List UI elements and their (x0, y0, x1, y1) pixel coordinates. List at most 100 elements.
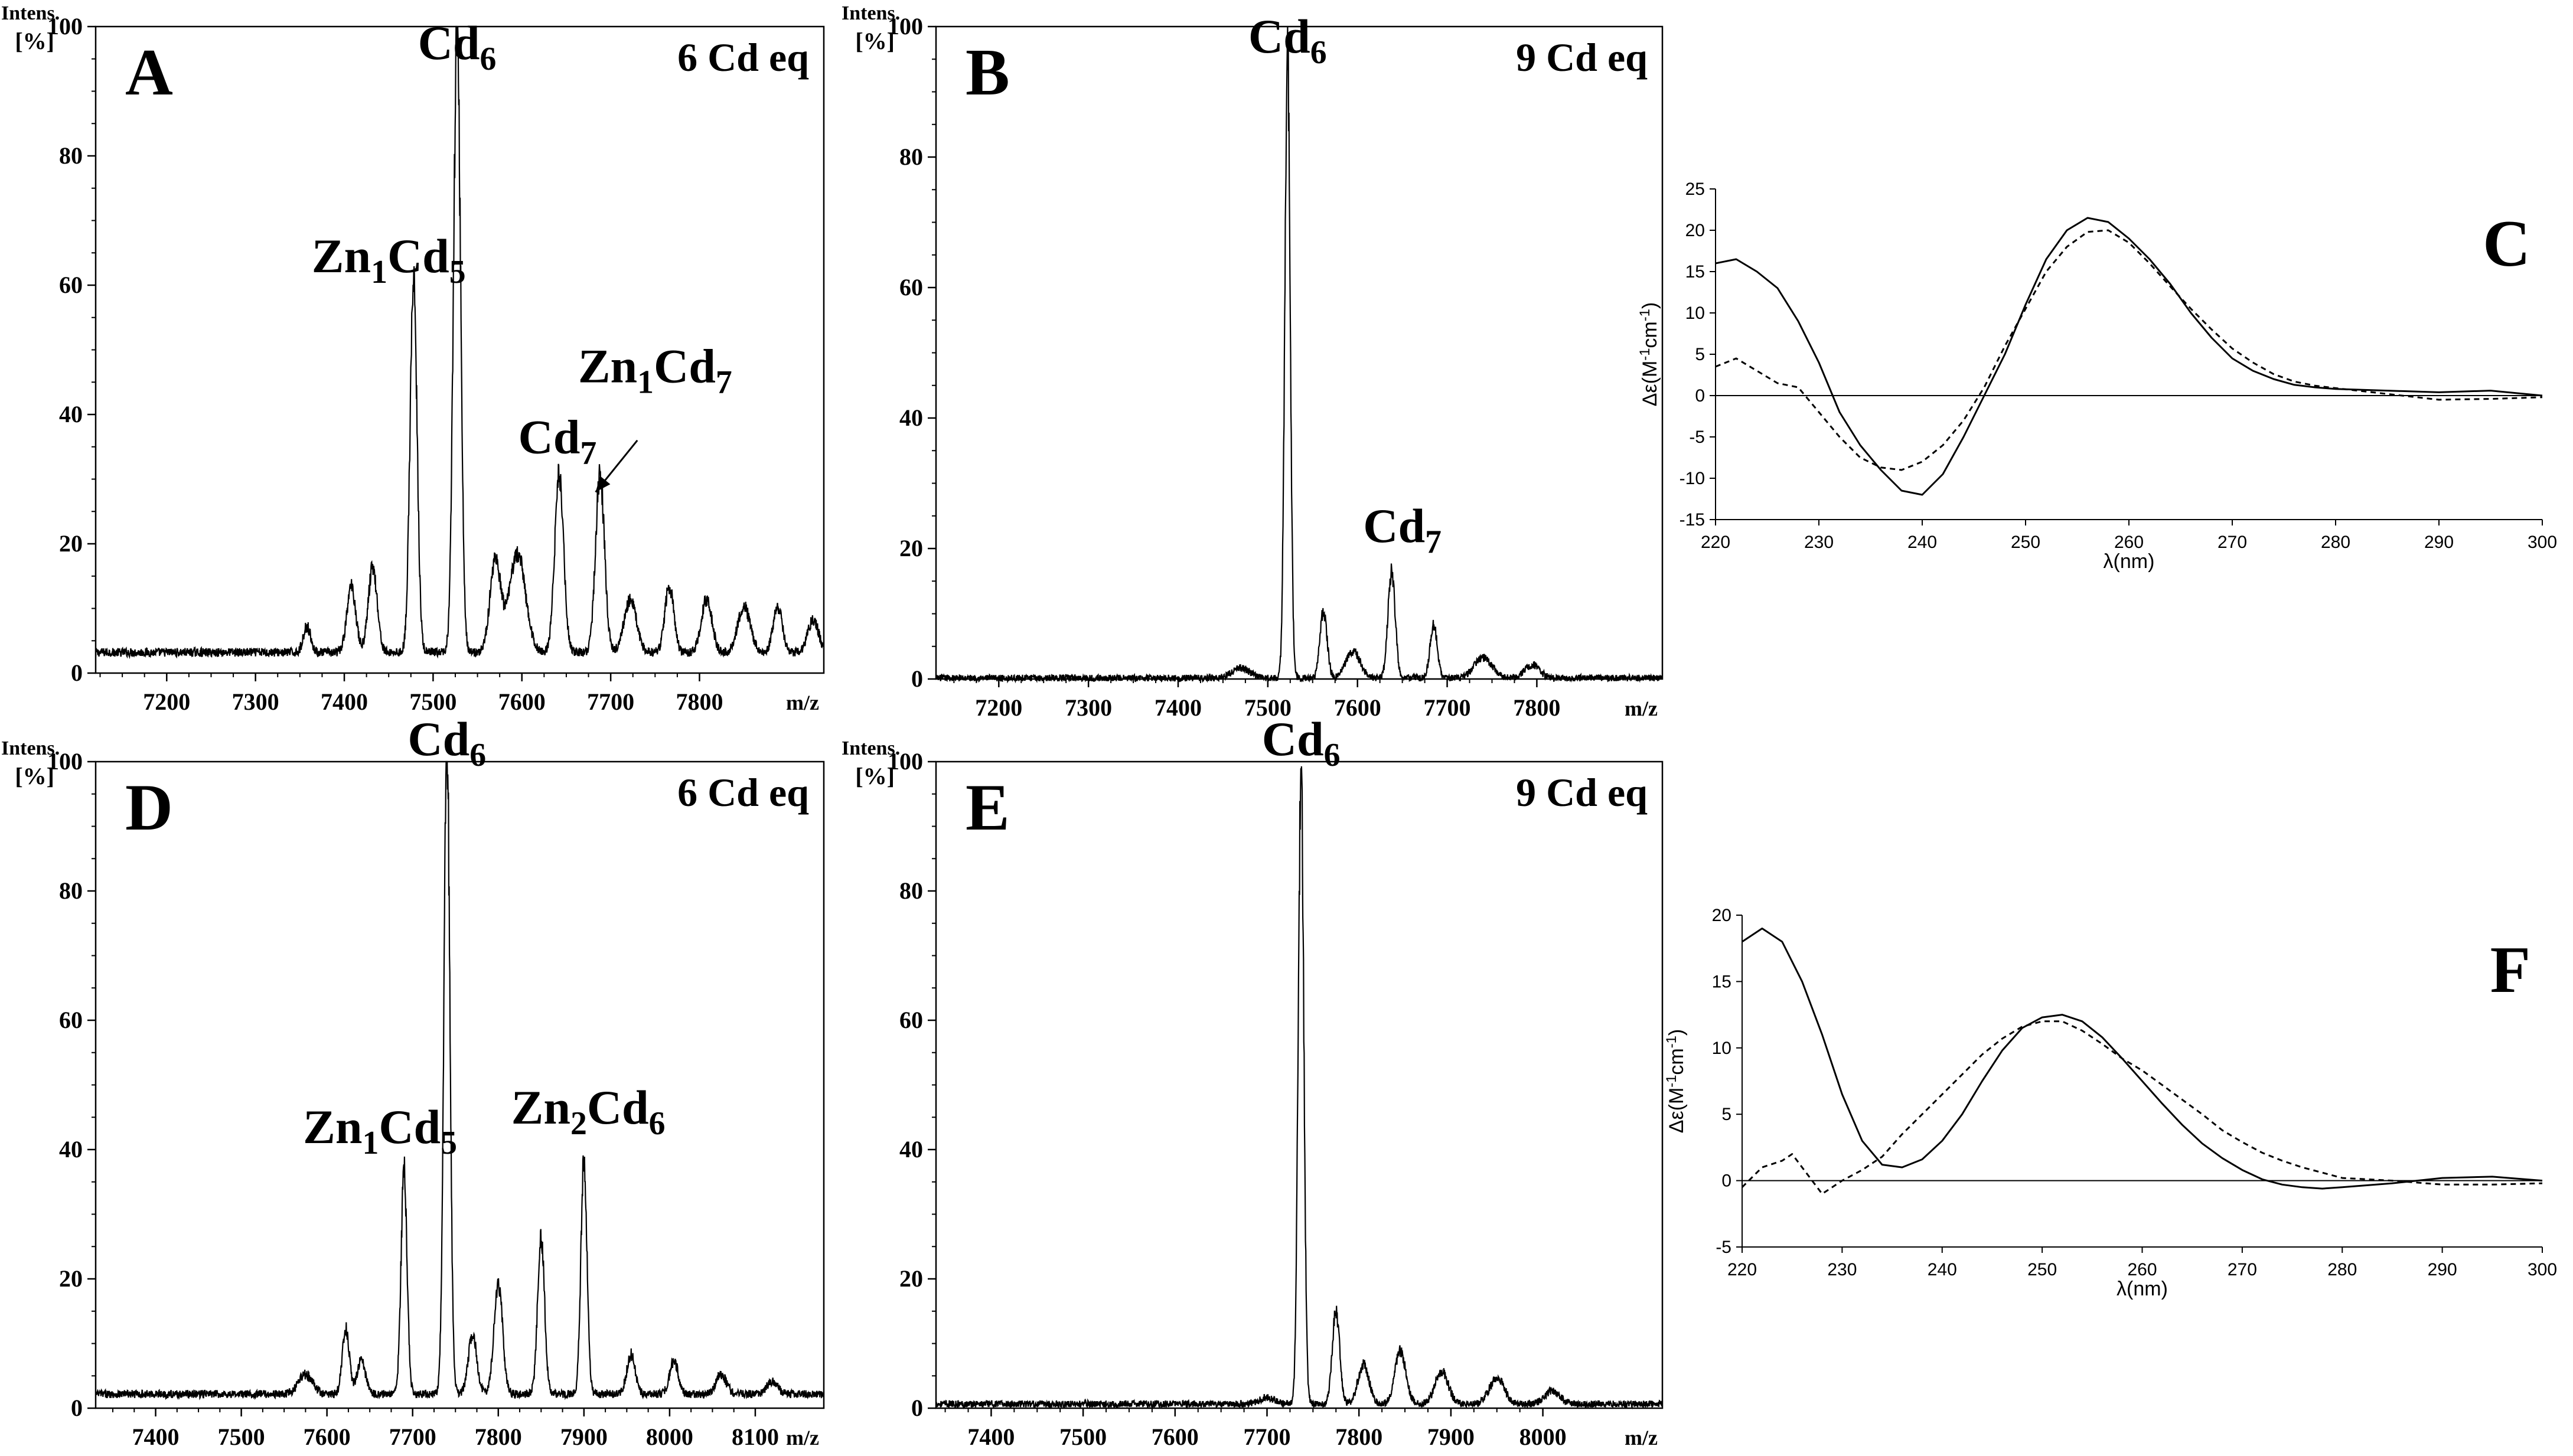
x-axis-label: m/z (1625, 1426, 1658, 1450)
y-tick-label: 0 (71, 660, 83, 686)
x-tick-label: 7700 (1244, 1424, 1291, 1450)
condition-label: 9 Cd eq (1516, 770, 1648, 815)
x-tick-label: 240 (1928, 1260, 1957, 1279)
x-tick-label: 7200 (975, 694, 1022, 721)
x-tick-label: 8100 (732, 1424, 779, 1450)
species-label: Cd7 (518, 410, 597, 472)
species-label: Zn1Cd7 (578, 339, 732, 400)
panel-letter: E (966, 771, 1010, 844)
species-label: Cd6 (418, 16, 497, 77)
x-axis-label: λ(nm) (2104, 550, 2155, 573)
y-tick-label: 20 (59, 530, 83, 557)
panel-letter: D (125, 771, 173, 844)
y-tick-label: 20 (899, 1265, 923, 1292)
panel-letter: A (125, 36, 173, 109)
y-axis-label-top: Intens. (1, 737, 60, 759)
panel-c: -15 -10 -5 0 5 10 15 20 25 220 230 240 250 260 270 280 2… (1637, 179, 2557, 573)
x-tick-label: 7700 (587, 688, 634, 715)
x-tick-label: 7400 (132, 1424, 180, 1450)
y-axis-label-top: Intens. (842, 737, 900, 759)
y-tick-label: 20 (1712, 906, 1731, 925)
cd-series-dashed (1741, 1020, 2543, 1195)
y-tick-label: 5 (1695, 345, 1705, 364)
y-tick-label: 40 (899, 404, 923, 431)
y-tick-label: 15 (1712, 972, 1731, 991)
y-tick-label: 20 (1685, 221, 1705, 240)
x-axis-label: m/z (1625, 697, 1658, 720)
panel-a: 0 20 40 60 80 100 7200 7300 7400 7500 7600 7700 7800… (1, 2, 825, 715)
species-label: Zn1Cd5 (312, 229, 466, 290)
y-tick-label: 80 (59, 877, 83, 904)
y-tick-label: 0 (1721, 1171, 1731, 1191)
x-tick-label: 250 (2011, 533, 2040, 552)
x-axis-label: m/z (786, 1426, 819, 1450)
x-tick-label: 7500 (1059, 1424, 1107, 1450)
y-tick-label: 100 (888, 748, 923, 775)
cd-series-dashed (1715, 229, 2543, 471)
x-tick-label: 8000 (1519, 1424, 1567, 1450)
x-tick-label: 220 (1727, 1260, 1757, 1279)
x-tick-label: 7500 (409, 688, 456, 715)
species-label: Cd6 (407, 712, 486, 773)
panel-letter: B (966, 36, 1010, 109)
condition-label: 6 Cd eq (677, 770, 809, 815)
x-axis-label: m/z (786, 691, 819, 714)
x-tick-label: 7400 (321, 688, 368, 715)
y-tick-label: 25 (1685, 179, 1705, 199)
y-axis-label: Δε(M-1cm-1) (1637, 302, 1661, 407)
y-axis-label-bottom: [%] (855, 763, 895, 789)
x-tick-label: 270 (2217, 533, 2247, 552)
y-tick-label: -5 (1689, 427, 1705, 447)
panel-f: -5 0 5 10 15 20 220 230 240 250 260 270 280 290 300 λ(n… (1664, 906, 2557, 1300)
x-tick-label: 7900 (1427, 1424, 1475, 1450)
y-tick-label: -10 (1680, 469, 1705, 488)
x-tick-label: 260 (2114, 533, 2144, 552)
y-axis-label-bottom: [%] (15, 28, 54, 54)
x-tick-label: 280 (2321, 533, 2350, 552)
y-tick-label: 10 (1685, 303, 1705, 323)
y-axis-label-bottom: [%] (15, 763, 54, 789)
x-tick-label: 300 (2528, 533, 2557, 552)
x-tick-label: 7900 (560, 1424, 608, 1450)
y-tick-label: 100 (47, 748, 83, 775)
plot-frame (94, 760, 825, 1409)
x-tick-label: 280 (2327, 1260, 2357, 1279)
x-tick-label: 7800 (1335, 1424, 1382, 1450)
x-tick-label: 250 (2027, 1260, 2057, 1279)
x-tick-label: 7600 (304, 1424, 351, 1450)
x-tick-label: 290 (2428, 1260, 2457, 1279)
x-tick-label: 7200 (143, 688, 190, 715)
x-tick-label: 7500 (218, 1424, 265, 1450)
x-tick-label: 230 (1804, 533, 1834, 552)
species-label: Zn2Cd6 (511, 1080, 666, 1142)
y-tick-label: 40 (899, 1136, 923, 1163)
panel-letter: F (2490, 933, 2530, 1007)
x-tick-label: 8000 (646, 1424, 693, 1450)
x-tick-label: 230 (1827, 1260, 1857, 1279)
y-tick-label: 0 (911, 665, 923, 692)
spectrum-trace (935, 766, 1663, 1410)
y-tick-label: 40 (59, 1136, 83, 1163)
y-tick-label: 40 (59, 401, 83, 427)
y-axis-label-top: Intens. (1, 2, 60, 24)
cd-series-solid (1715, 217, 2543, 496)
y-tick-label: 0 (1695, 386, 1705, 406)
x-tick-label: 7500 (1244, 694, 1292, 721)
species-label: Cd6 (1262, 712, 1341, 773)
y-tick-label: 5 (1721, 1105, 1731, 1124)
y-tick-label: 20 (899, 535, 923, 561)
y-tick-label: -5 (1716, 1238, 1731, 1257)
y-tick-label: 100 (888, 13, 923, 40)
species-label: Cd6 (1248, 9, 1327, 71)
x-tick-label: 7800 (475, 1424, 522, 1450)
x-tick-label: 270 (2228, 1260, 2257, 1279)
spectrum-trace (935, 26, 1662, 684)
x-tick-label: 7600 (498, 688, 546, 715)
panel-e: 0 20 40 60 80 100 7400 7500 7600 7700 7800 7900 8000… (842, 712, 1664, 1450)
spectrum-trace (95, 25, 824, 660)
x-tick-label: 7600 (1152, 1424, 1199, 1450)
x-tick-label: 7800 (676, 688, 723, 715)
y-tick-label: 80 (59, 142, 83, 169)
cd-series-solid (1742, 928, 2543, 1190)
